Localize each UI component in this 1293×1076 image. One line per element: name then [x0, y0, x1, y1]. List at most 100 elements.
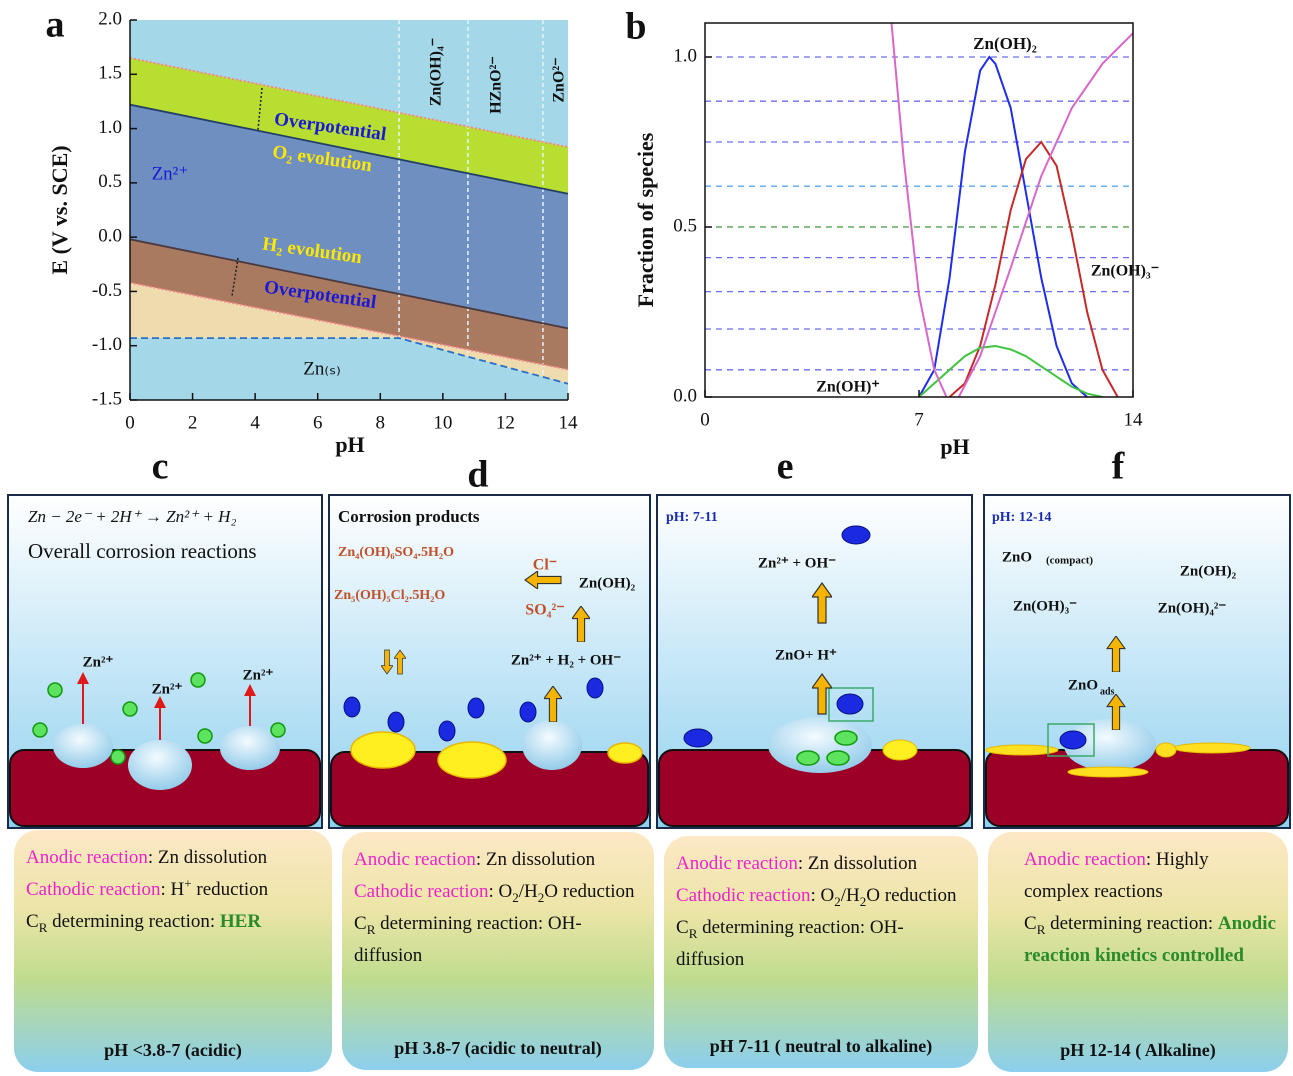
y-tick-label: 0.0: [98, 226, 122, 247]
dome: [53, 724, 113, 768]
notes: Anodic reaction: Highly complex reaction…: [1024, 844, 1276, 972]
note-text: /H: [841, 885, 860, 906]
ph-label: pH: 7-11: [666, 510, 718, 525]
species-label: Zn²⁺ + H₂ + OH⁻: [511, 652, 621, 668]
note-text: : O: [811, 885, 835, 906]
panel-letter: e: [777, 446, 794, 488]
x-tick-label: 0: [700, 409, 710, 430]
ion: [1060, 731, 1086, 749]
species-label: SO₄²⁻: [525, 602, 564, 619]
schematic-e: pH: 7-11 Zn²⁺ + OH⁻ ZnO+ H⁺: [657, 495, 972, 828]
series-group: [891, 23, 1133, 397]
x-axis-label: pH: [335, 432, 364, 457]
annotation: Zn²⁺: [152, 163, 189, 184]
note-line: CR determining reaction: OH- diffusion: [676, 912, 966, 976]
note-text: C: [1024, 913, 1037, 934]
x-tick-label: 8: [376, 412, 386, 433]
note-text: : H: [161, 879, 185, 900]
species-label: Zn(OH)₂: [1180, 563, 1237, 579]
corrosion-product: [883, 740, 917, 760]
x-tick-label: 0: [125, 412, 135, 433]
note-text: Anodic reaction: [354, 849, 476, 870]
species-label: Zn²⁺: [83, 654, 114, 670]
note-line: CR determining reaction: HER: [26, 906, 320, 938]
species-label: Zn(OH)₄²⁻: [1158, 600, 1227, 616]
note-box: Anodic reaction: Zn dissolution Cathodic …: [342, 832, 654, 1070]
plot-frame: [705, 23, 1133, 397]
ph-label: pH: 12-14: [992, 510, 1052, 525]
note-text: C: [354, 913, 367, 934]
footer: pH <3.8-7 (acidic): [14, 1034, 332, 1066]
note-text: determining reaction:: [1045, 913, 1218, 934]
x-tick-label: 2: [188, 412, 198, 433]
x-tick-label: 10: [433, 412, 452, 433]
note-text: Cathodic reaction: [26, 879, 161, 900]
y-axis-label: Fraction of species: [633, 132, 658, 307]
species-label: Zn₅(OH)₅Cl₂.5H₂O: [334, 588, 445, 603]
dome: [522, 720, 582, 770]
y-axis-label: E (V vs. SCE): [47, 145, 72, 274]
note-text: Cathodic reaction: [676, 885, 811, 906]
annotation: Zn₍ₛ₎: [303, 358, 341, 379]
panel-letter: d: [467, 454, 488, 496]
note-text: Anodic reaction: [676, 853, 798, 874]
figure: a b pH E (V vs. SCE) pH Fraction of spec…: [0, 0, 1293, 1076]
note-text: Anodic reaction: [1024, 849, 1146, 870]
species-label: ZnO+ H⁺: [775, 647, 837, 663]
panel-letter: f: [1112, 446, 1126, 488]
series-label: Zn(OH)₃⁻: [1091, 263, 1159, 280]
note-line: Anodic reaction: Zn dissolution: [26, 842, 320, 874]
species-label: Zn²⁺: [152, 681, 183, 697]
x-tick-label: 14: [1124, 409, 1144, 430]
species-label: Zn²⁺ + OH⁻: [758, 555, 836, 571]
note-text: C: [26, 911, 39, 932]
panel-letter: c: [152, 446, 169, 488]
dome: [128, 740, 192, 790]
x-tick-label: 7: [914, 409, 924, 430]
note-line: CR determining reaction: Anodic reaction…: [1024, 908, 1276, 972]
annotation: Zn(OH)₄⁻: [428, 38, 445, 106]
y-tick-label: -1.0: [92, 334, 122, 355]
schematic-f: pH: 12-14 ZnO (compact) Zn(OH)₂ Zn(OH)₃⁻…: [984, 495, 1290, 828]
note-text: O reduction: [866, 885, 956, 906]
series-line: [919, 346, 1102, 397]
species-label: ads: [1100, 686, 1115, 697]
footer: pH 3.8-7 (acidic to neutral): [342, 1032, 654, 1064]
note-text: Anodic reaction: [26, 847, 148, 868]
y-tick-label: 2.0: [98, 8, 122, 29]
species-label: Zn(OH)₃⁻: [1013, 598, 1077, 614]
note-text: HER: [220, 911, 261, 932]
schematic-c: Zn − 2e⁻ + 2H⁺ → Zn²⁺ + H₂ Overall corro…: [8, 495, 322, 828]
species-label: Zn₄(OH)₆SO₄.5H₂O: [338, 545, 454, 560]
equation: Zn − 2e⁻ + 2H⁺ → Zn²⁺ + H₂: [28, 507, 236, 526]
note-line: Anodic reaction: Highly complex reaction…: [1024, 844, 1276, 908]
species-label: (compact): [1046, 555, 1093, 567]
series-label: Zn(OH)⁺: [816, 379, 880, 396]
note-text: : O: [489, 881, 513, 902]
note-text: : Zn dissolution: [798, 853, 917, 874]
note-text: : Zn dissolution: [148, 847, 267, 868]
note-line: Cathodic reaction: O2/H2O reduction: [676, 880, 966, 912]
note-line: Anodic reaction: Zn dissolution: [676, 848, 966, 880]
note-text: determining reaction:: [47, 911, 220, 932]
notes: Anodic reaction: Zn dissolution Cathodic …: [354, 844, 642, 972]
species-label: ZnO: [1068, 677, 1098, 693]
footer: pH 7-11 ( neutral to alkaline): [664, 1030, 978, 1062]
panel-letter: a: [46, 4, 65, 46]
footer: pH 12-14 ( Alkaline): [988, 1034, 1288, 1066]
note-line: Cathodic reaction: H+ reduction: [26, 874, 320, 906]
panel-letter: b: [625, 6, 646, 48]
y-tick-label: 1.0: [98, 117, 122, 138]
series-label: Zn(OH)₂: [973, 34, 1037, 53]
species-label: Zn²⁺: [243, 667, 274, 683]
note-text: : Zn dissolution: [476, 849, 595, 870]
x-tick-label: 4: [250, 412, 260, 433]
note-text: Cathodic reaction: [354, 881, 489, 902]
note-line: Cathodic reaction: O2/H2O reduction: [354, 876, 642, 908]
series-line: [959, 33, 1133, 397]
note-line: CR determining reaction: OH- diffusion: [354, 908, 642, 972]
